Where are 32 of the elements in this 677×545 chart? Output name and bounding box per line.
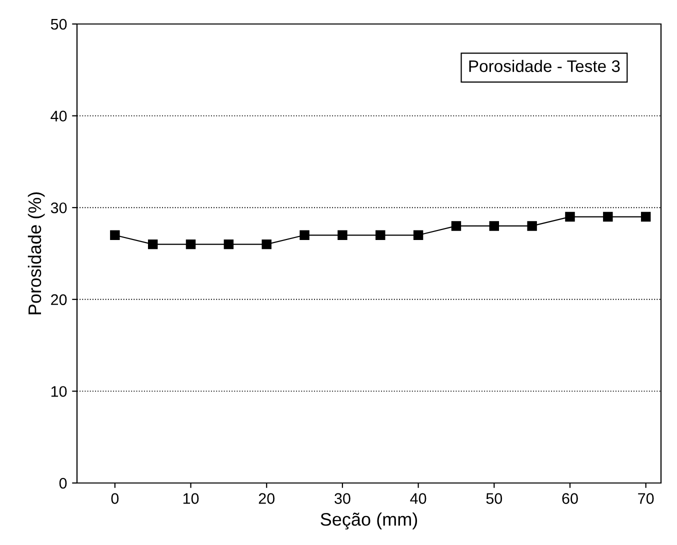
y-tick-label: 50: [50, 18, 67, 30]
y-tick-label: 20: [51, 294, 67, 306]
x-tick-label: 30: [334, 493, 350, 504]
x-tick-label: 50: [486, 493, 502, 504]
y-axis-title: Porosidade (%): [28, 192, 45, 314]
point: [565, 212, 575, 222]
point: [451, 221, 462, 231]
point: [489, 221, 500, 231]
point: [186, 239, 196, 250]
point: [148, 239, 158, 250]
y-tick-label: 0: [59, 478, 67, 489]
point: [376, 230, 386, 240]
x-tick-label: 20: [258, 493, 275, 504]
point: [300, 230, 310, 240]
y-tick-label: 10: [51, 386, 67, 397]
point: [338, 230, 348, 240]
point: [413, 230, 424, 240]
point: [110, 230, 120, 240]
y-tick-label: 40: [50, 110, 67, 122]
x-tick-label: 70: [638, 493, 654, 504]
y-tick-label: 30: [50, 202, 67, 214]
x-axis-title: Seção (mm): [320, 512, 418, 530]
x-tick-label: 60: [562, 493, 578, 504]
point: [224, 239, 234, 250]
x-tick-label: 0: [111, 493, 119, 504]
x-tick-label: 40: [410, 493, 426, 504]
point: [640, 212, 651, 222]
x-tick-label: 10: [183, 493, 199, 504]
point: [527, 221, 537, 231]
annotation: Porosidade - Teste 3: [469, 60, 620, 72]
point: [603, 212, 613, 222]
point: [262, 239, 272, 250]
